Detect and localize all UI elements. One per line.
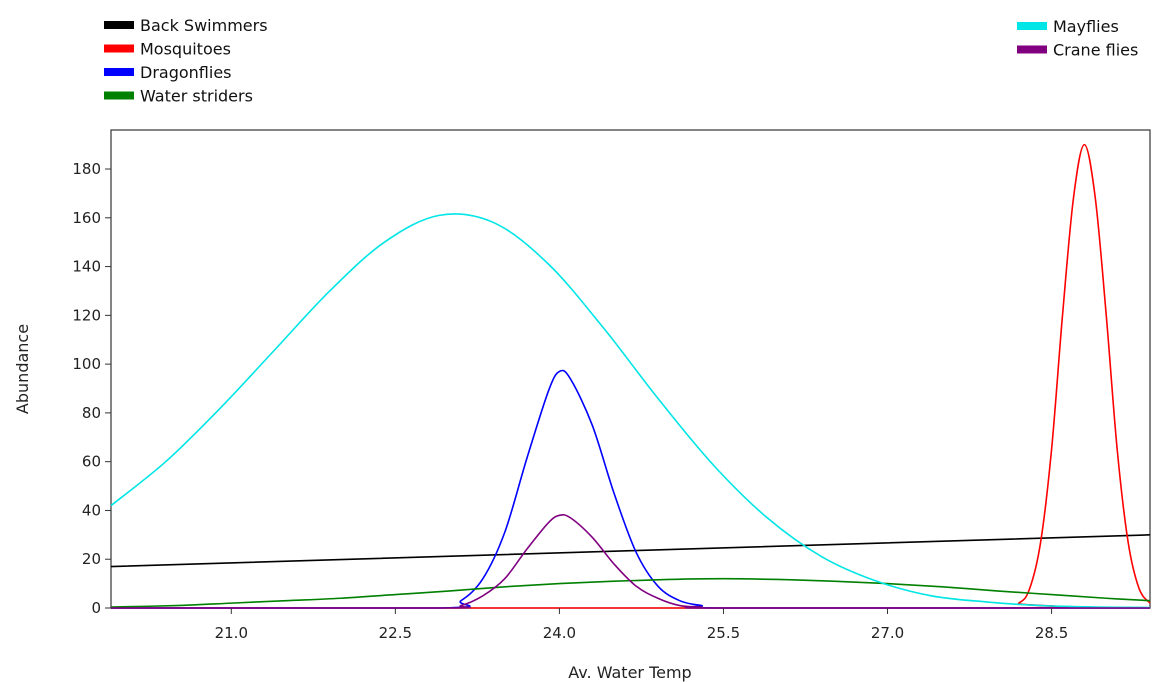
legend-swatch-mayflies xyxy=(1017,22,1047,30)
y-tick-label: 80 xyxy=(82,404,101,422)
legend-label-water-striders: Water striders xyxy=(140,87,253,106)
legend-right: Mayflies Crane flies xyxy=(1017,17,1138,60)
series-line-water-striders xyxy=(110,577,1151,608)
legend-swatch-dragonflies xyxy=(104,68,134,76)
y-tick-label: 120 xyxy=(72,306,101,324)
legend-label-mosquitoes: Mosquitoes xyxy=(140,40,231,59)
legend-swatch-water-striders xyxy=(104,91,134,100)
x-axis: 21.0 22.5 24.0 25.5 27.0 28.5 xyxy=(215,608,1068,642)
legend-swatch-mosquitoes xyxy=(104,44,134,53)
plot-frame xyxy=(110,129,1151,609)
x-tick-label: 28.5 xyxy=(1035,624,1068,642)
y-tick-label: 20 xyxy=(82,550,101,568)
legend-label-crane-flies: Crane flies xyxy=(1053,41,1138,60)
series-layer xyxy=(110,143,1151,609)
y-axis: 0 20 40 60 80 100 120 140 160 180 xyxy=(72,160,111,617)
y-axis-title: Abundance xyxy=(13,324,32,414)
legend-swatch-crane-flies xyxy=(1017,45,1047,54)
x-tick-label: 25.5 xyxy=(707,624,740,642)
y-tick-label: 160 xyxy=(72,209,101,227)
legend-swatch-back-swimmers xyxy=(104,21,134,29)
legend-label-dragonflies: Dragonflies xyxy=(140,63,232,82)
y-tick-label: 180 xyxy=(72,160,101,178)
series-line-dragonflies xyxy=(110,369,1150,609)
legend-left: Back Swimmers Mosquitoes Dragonflies Water … xyxy=(104,16,268,106)
x-tick-label: 21.0 xyxy=(215,624,248,642)
x-tick-label: 24.0 xyxy=(543,624,576,642)
x-axis-title: Av. Water Temp xyxy=(568,663,691,682)
series-line-back-swimmers xyxy=(110,534,1151,568)
legend-label-back-swimmers: Back Swimmers xyxy=(140,16,268,35)
series-line-crane-flies xyxy=(110,513,1150,609)
y-tick-label: 0 xyxy=(91,599,101,617)
y-tick-label: 40 xyxy=(82,501,101,519)
legend-label-mayflies: Mayflies xyxy=(1053,17,1119,36)
y-tick-label: 140 xyxy=(72,258,101,276)
x-tick-label: 27.0 xyxy=(871,624,904,642)
y-tick-label: 100 xyxy=(72,355,101,373)
series-line-mayflies xyxy=(110,213,1151,609)
y-tick-label: 60 xyxy=(82,453,101,471)
x-tick-label: 22.5 xyxy=(379,624,412,642)
